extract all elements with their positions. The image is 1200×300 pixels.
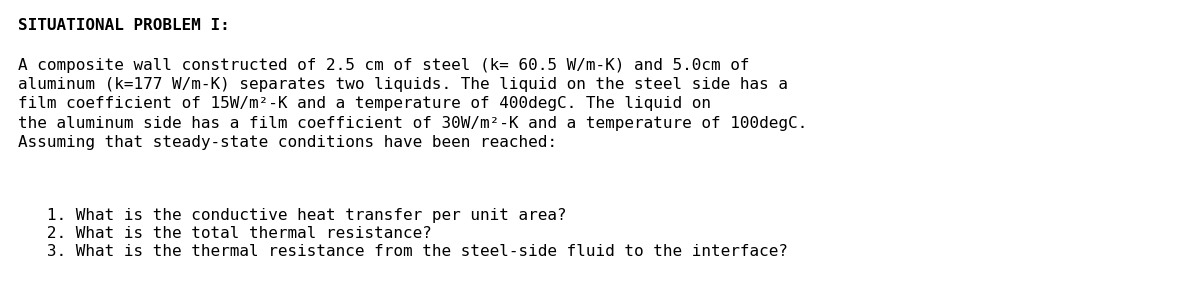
Text: 3. What is the thermal resistance from the steel-side fluid to the interface?: 3. What is the thermal resistance from t… — [18, 244, 788, 259]
Text: SITUATIONAL PROBLEM I:: SITUATIONAL PROBLEM I: — [18, 18, 229, 33]
Text: 2. What is the total thermal resistance?: 2. What is the total thermal resistance? — [18, 226, 432, 241]
Text: 1. What is the conductive heat transfer per unit area?: 1. What is the conductive heat transfer … — [18, 208, 566, 223]
Text: A composite wall constructed of 2.5 cm of steel (k= 60.5 W/m-K) and 5.0cm of
alu: A composite wall constructed of 2.5 cm o… — [18, 58, 808, 150]
